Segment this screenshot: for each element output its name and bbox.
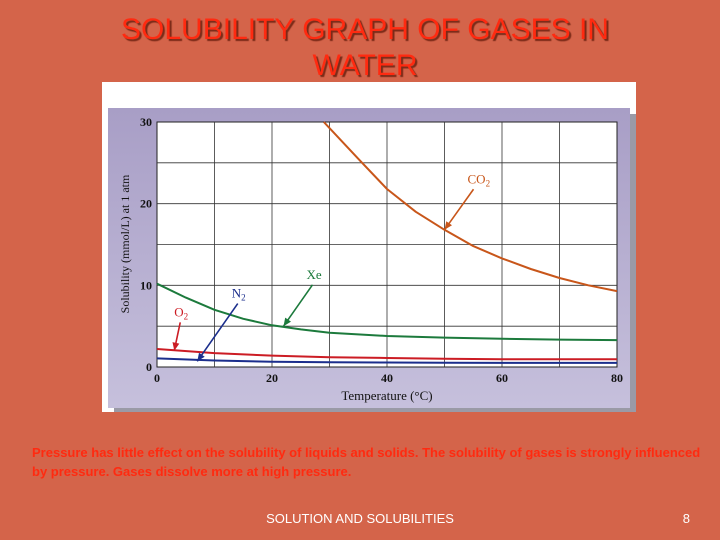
- page-number: 8: [682, 511, 690, 526]
- series-label-xe: Xe: [307, 267, 322, 282]
- arrow-n2: [196, 303, 239, 362]
- arrowhead-n2: [197, 352, 205, 362]
- footer-text: SOLUTION AND SOLUBILITIES: [266, 511, 454, 526]
- chart-figure: CO2 Xe N2 O2 0 20 40 60 80 0 10 20 30 Temperature (…: [102, 82, 636, 412]
- y-tick-label: 20: [140, 197, 152, 211]
- x-tick-label: 0: [154, 371, 160, 385]
- x-tick-label: 60: [496, 371, 508, 385]
- pressure-note: Pressure has little effect on the solubi…: [32, 445, 701, 479]
- slide-title-line2: WATER: [312, 49, 418, 82]
- x-axis-label: Temperature (°C): [341, 388, 432, 403]
- series-line-n2: [156, 357, 617, 364]
- series-line-co2: [323, 121, 618, 293]
- x-tick-label: 40: [381, 371, 393, 385]
- y-tick-label: 30: [140, 115, 152, 129]
- x-tick-label: 20: [266, 371, 278, 385]
- series-line-xe: [156, 282, 618, 342]
- slide-title: SOLUBILITY GRAPH OF GASES IN WATER: [40, 12, 690, 84]
- arrowhead-o2: [172, 342, 180, 351]
- y-axis-label: Solubility (mmol/L) at 1 atm: [118, 174, 132, 313]
- solubility-chart: CO2 Xe N2 O2 0 20 40 60 80 0 10 20 30 Temperature (…: [108, 108, 636, 412]
- arrow-co2: [443, 188, 475, 231]
- arrowhead-co2: [444, 221, 452, 230]
- series-line-o2: [156, 348, 617, 361]
- series-label-o2: O2: [174, 304, 188, 321]
- arrowhead-xe: [283, 317, 291, 327]
- y-tick-label: 0: [146, 360, 152, 374]
- series-label-co2: CO2: [468, 171, 491, 188]
- x-tick-label: 80: [611, 371, 623, 385]
- slide-title-line1: SOLUBILITY GRAPH OF GASES IN: [121, 13, 609, 46]
- y-tick-label: 10: [140, 278, 152, 292]
- arrow-xe: [282, 284, 314, 327]
- series-label-n2: N2: [232, 286, 246, 303]
